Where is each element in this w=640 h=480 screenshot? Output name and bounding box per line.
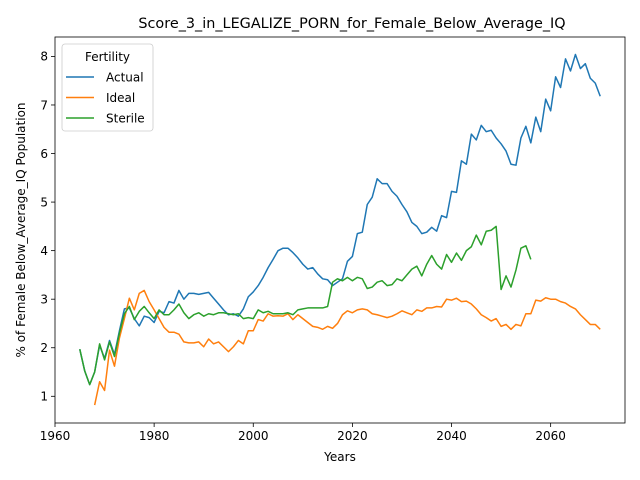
series-line-sterile [79, 225, 532, 386]
legend-label-actual: Actual [106, 70, 144, 84]
y-axis-ticks: 1 2 3 4 5 6 7 8 [40, 50, 55, 404]
y-axis-label: % of Female Below_Average_IQ Population [14, 102, 28, 357]
plot-frame [54, 36, 626, 424]
x-tick-label: 2040 [436, 429, 467, 443]
legend-box [61, 43, 154, 132]
x-axis-ticks: 1960 1980 2000 2020 2040 2060 [40, 423, 566, 443]
y-tick-label: 4 [40, 244, 48, 258]
legend-items: Actual Ideal Sterile [66, 70, 145, 125]
y-tick-label: 3 [40, 292, 48, 306]
y-tick-label: 1 [40, 390, 48, 404]
y-tick-label: 5 [40, 195, 48, 209]
legend-label-ideal: Ideal [106, 91, 135, 105]
legend-title: Fertility [85, 50, 130, 64]
y-tick-label: 2 [40, 341, 48, 355]
series-layer [79, 53, 601, 406]
y-tick-label: 7 [40, 98, 48, 112]
legend-label-sterile: Sterile [106, 111, 145, 125]
y-tick-label: 8 [40, 50, 48, 64]
x-axis-label: Years [323, 450, 356, 464]
x-tick-label: 2000 [238, 429, 269, 443]
x-tick-label: 1960 [40, 429, 71, 443]
x-tick-label: 1980 [139, 429, 170, 443]
x-tick-label: 2020 [337, 429, 368, 443]
chart-title: Score_3_in_LEGALIZE_PORN_for_Female_Belo… [138, 16, 565, 32]
series-line-ideal [93, 289, 601, 406]
x-tick-label: 2060 [535, 429, 566, 443]
legend: Fertility Actual Ideal Sterile [61, 43, 154, 132]
y-tick-label: 6 [40, 147, 48, 161]
